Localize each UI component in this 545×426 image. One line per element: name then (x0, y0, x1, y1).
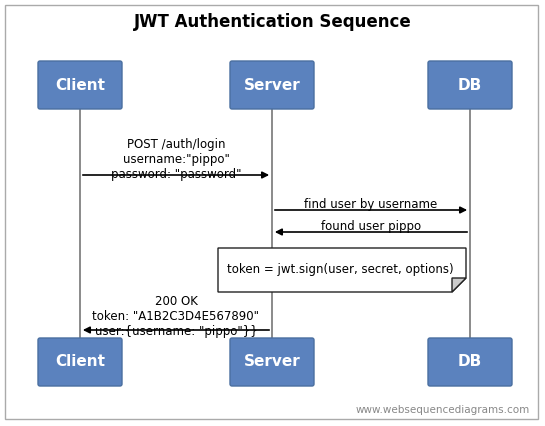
Text: Server: Server (244, 354, 300, 369)
Text: DB: DB (458, 354, 482, 369)
Polygon shape (452, 278, 466, 292)
FancyBboxPatch shape (230, 61, 314, 109)
Text: JWT Authentication Sequence: JWT Authentication Sequence (134, 13, 411, 31)
Text: 200 OK
token: "A1B2C3D4E567890"
user:{username: "pippo"}}: 200 OK token: "A1B2C3D4E567890" user:{us… (93, 295, 259, 338)
FancyBboxPatch shape (38, 61, 122, 109)
FancyBboxPatch shape (38, 338, 122, 386)
FancyBboxPatch shape (230, 338, 314, 386)
Text: token = jwt.sign(user, secret, options): token = jwt.sign(user, secret, options) (227, 264, 453, 276)
Text: find user by username: find user by username (304, 198, 438, 211)
Polygon shape (218, 248, 466, 292)
Text: Server: Server (244, 78, 300, 92)
Text: found user pippo: found user pippo (321, 220, 421, 233)
Text: Client: Client (55, 78, 105, 92)
FancyBboxPatch shape (428, 338, 512, 386)
Text: Client: Client (55, 354, 105, 369)
FancyBboxPatch shape (428, 61, 512, 109)
Text: DB: DB (458, 78, 482, 92)
Text: POST /auth/login
username:"pippo"
password: "password": POST /auth/login username:"pippo" passwo… (111, 138, 241, 181)
Text: www.websequencediagrams.com: www.websequencediagrams.com (356, 405, 530, 415)
